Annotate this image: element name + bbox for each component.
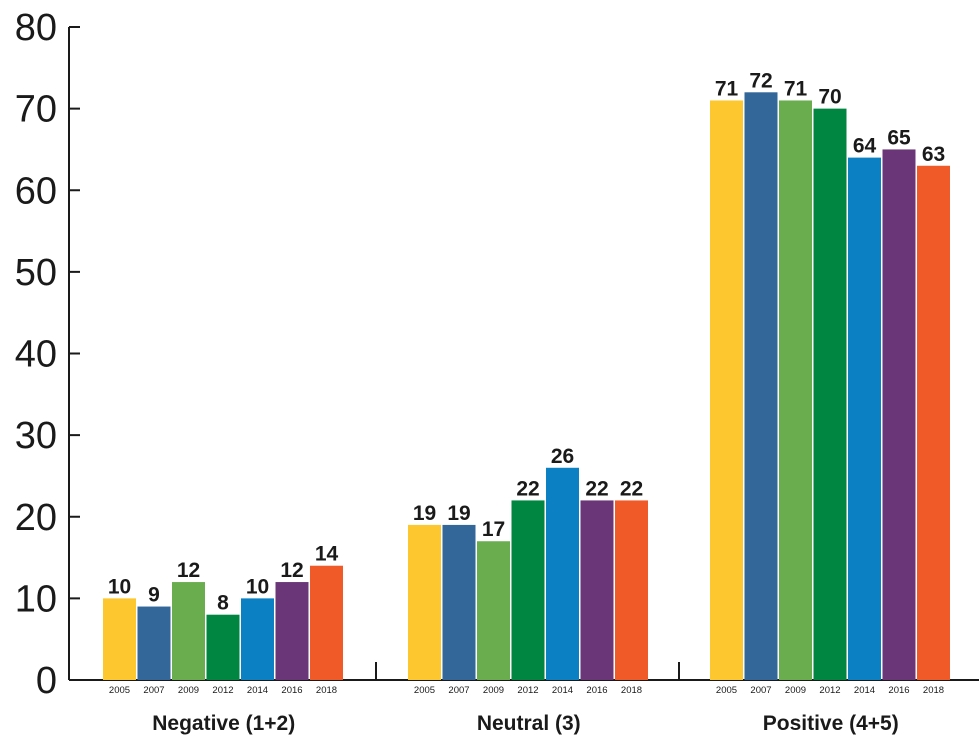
year-label: 2007 bbox=[143, 685, 164, 696]
value-label: 10 bbox=[246, 575, 269, 598]
bar-2016 bbox=[275, 582, 309, 680]
y-tick-label: 10 bbox=[15, 578, 57, 620]
value-label: 22 bbox=[620, 477, 643, 500]
year-label: 2005 bbox=[414, 685, 435, 696]
bar-2007 bbox=[442, 524, 476, 680]
year-label: 2016 bbox=[586, 685, 607, 696]
value-label: 12 bbox=[177, 559, 200, 582]
bar-2018 bbox=[917, 165, 950, 680]
bar-2009 bbox=[172, 582, 205, 680]
y-tick-label: 70 bbox=[15, 89, 57, 131]
y-tick-label: 50 bbox=[15, 252, 57, 294]
bar-2005 bbox=[103, 598, 136, 680]
bar-2018 bbox=[310, 565, 343, 680]
value-label: 17 bbox=[482, 518, 505, 541]
value-label: 9 bbox=[148, 584, 160, 607]
bar-2012 bbox=[511, 500, 545, 680]
bar-2012 bbox=[206, 614, 240, 680]
year-label: 2018 bbox=[621, 685, 642, 696]
bar-2007 bbox=[744, 92, 778, 681]
y-tick-label: 0 bbox=[36, 660, 57, 702]
value-labels: 10 2005 9 2007 12 2009 8 2012 10 2014 12 2016 14 2018… bbox=[108, 69, 945, 735]
year-label: 2012 bbox=[819, 685, 840, 696]
value-label: 22 bbox=[585, 477, 608, 500]
year-label: 2009 bbox=[178, 685, 199, 696]
year-label: 2014 bbox=[247, 685, 268, 696]
y-tick-label: 20 bbox=[15, 497, 57, 539]
year-label: 2012 bbox=[212, 685, 233, 696]
bar-2009 bbox=[477, 541, 510, 680]
bar-2016 bbox=[580, 500, 614, 680]
y-tick-label: 30 bbox=[15, 415, 57, 457]
year-label: 2007 bbox=[448, 685, 469, 696]
value-label: 26 bbox=[551, 445, 574, 468]
value-label: 12 bbox=[280, 559, 303, 582]
category-label: Positive (4+5) bbox=[763, 712, 899, 735]
value-label: 64 bbox=[853, 135, 877, 158]
bar-2014 bbox=[241, 598, 274, 680]
bar-2005 bbox=[408, 524, 441, 680]
year-label: 2018 bbox=[316, 685, 337, 696]
year-label: 2018 bbox=[923, 685, 944, 696]
category-label: Neutral (3) bbox=[477, 712, 581, 735]
value-label: 19 bbox=[413, 502, 436, 525]
value-label: 65 bbox=[887, 126, 911, 149]
value-label: 8 bbox=[217, 592, 229, 615]
bar-2007 bbox=[137, 606, 171, 680]
value-label: 70 bbox=[818, 86, 841, 109]
year-label: 2005 bbox=[716, 685, 737, 696]
year-label: 2016 bbox=[281, 685, 302, 696]
bar-2014 bbox=[546, 467, 579, 680]
year-label: 2005 bbox=[109, 685, 130, 696]
y-tick-label: 60 bbox=[15, 170, 57, 212]
value-label: 72 bbox=[749, 69, 772, 92]
y-tick-label: 80 bbox=[15, 7, 57, 49]
bar-2009 bbox=[779, 100, 812, 680]
value-label: 10 bbox=[108, 575, 131, 598]
category-label: Negative (1+2) bbox=[152, 712, 295, 735]
value-label: 14 bbox=[315, 543, 339, 566]
year-label: 2014 bbox=[552, 685, 573, 696]
value-label: 22 bbox=[516, 477, 539, 500]
year-label: 2016 bbox=[888, 685, 909, 696]
value-label: 71 bbox=[784, 77, 808, 100]
year-label: 2014 bbox=[854, 685, 875, 696]
bar-2016 bbox=[882, 149, 916, 680]
bar-2005 bbox=[710, 100, 743, 680]
year-label: 2007 bbox=[750, 685, 771, 696]
y-tick-label: 40 bbox=[15, 334, 57, 376]
year-label: 2009 bbox=[785, 685, 806, 696]
value-label: 19 bbox=[447, 502, 470, 525]
value-label: 63 bbox=[922, 143, 945, 166]
bars bbox=[103, 92, 950, 681]
bar-2012 bbox=[813, 108, 847, 680]
year-label: 2009 bbox=[483, 685, 504, 696]
bar-2014 bbox=[848, 157, 881, 681]
value-label: 71 bbox=[715, 77, 739, 100]
bar-2018 bbox=[615, 500, 648, 680]
year-label: 2012 bbox=[517, 685, 538, 696]
axes: 0 10 20 30 40 50 60 70 80 bbox=[15, 7, 979, 702]
